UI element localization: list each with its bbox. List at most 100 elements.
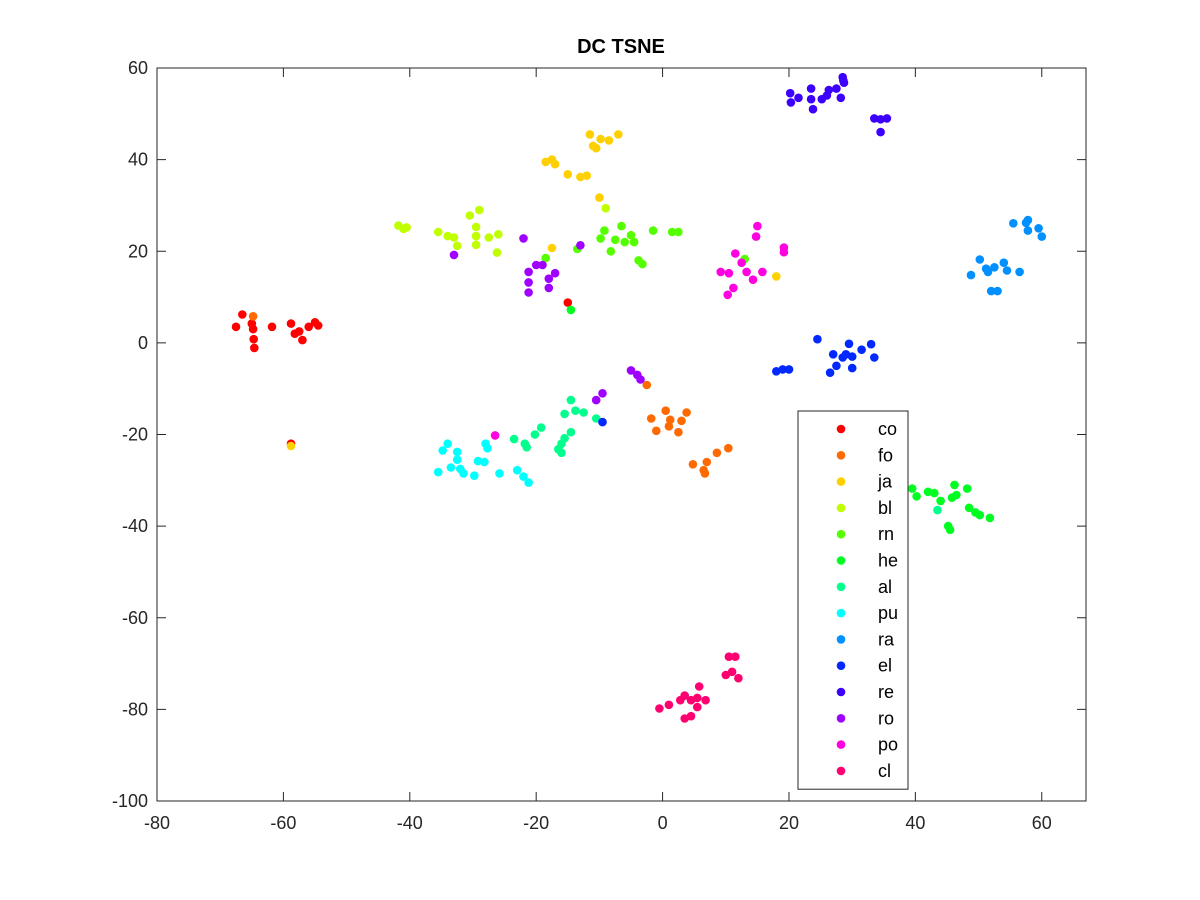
legend-label-bl: bl — [878, 498, 892, 518]
data-point-al-15 — [933, 505, 942, 515]
x-tick-label: 0 — [658, 813, 668, 833]
data-point-rn-1 — [596, 234, 605, 243]
data-point-co-15 — [563, 298, 573, 307]
x-tick-label: -80 — [144, 813, 170, 833]
data-point-ra-12 — [999, 258, 1009, 268]
data-point-el-5 — [828, 350, 838, 359]
data-point-po-0 — [716, 267, 725, 277]
data-point-cl-14 — [731, 652, 740, 661]
data-point-cl-13 — [727, 667, 737, 677]
legend-label-po: po — [878, 735, 898, 755]
data-point-ro-14 — [598, 389, 607, 398]
data-point-ja-0 — [286, 441, 296, 451]
data-point-ja-5 — [604, 136, 614, 145]
data-point-fo-6 — [665, 415, 675, 425]
data-point-rn-5 — [617, 221, 626, 231]
data-point-ro-8 — [576, 241, 585, 250]
data-point-ra-14 — [1015, 267, 1024, 277]
y-tick-label: -80 — [122, 699, 148, 719]
data-point-bl-9 — [471, 231, 481, 241]
data-point-ro-1 — [524, 278, 533, 287]
data-point-pu-10 — [480, 457, 489, 467]
x-tick-label: -60 — [270, 813, 296, 833]
chart-title: DC TSNE — [577, 36, 665, 58]
legend-label-co: co — [878, 419, 897, 439]
legend-label-ra: ra — [878, 629, 895, 649]
data-point-rn-3 — [606, 247, 616, 256]
data-point-re-16 — [882, 114, 892, 123]
data-point-po-6 — [742, 267, 751, 277]
data-point-ra-8 — [983, 267, 993, 277]
data-points — [231, 72, 1047, 723]
data-point-ra-13 — [1002, 266, 1012, 275]
data-point-pu-2 — [443, 439, 453, 449]
data-point-al-3 — [530, 430, 540, 439]
legend-marker-bl — [836, 503, 846, 513]
legend-label-rn: rn — [878, 524, 894, 544]
data-point-cl-15 — [734, 673, 743, 683]
data-point-fo-8 — [677, 416, 686, 426]
data-point-pu-8 — [470, 471, 479, 481]
legend-label-ja: ja — [877, 472, 893, 492]
data-point-rn-12 — [667, 227, 677, 237]
data-point-ro-13 — [636, 375, 645, 384]
data-point-po-13 — [490, 431, 500, 440]
data-point-al-9 — [566, 395, 576, 405]
data-point-pu-9 — [473, 456, 483, 466]
data-point-ro-0 — [524, 267, 533, 277]
data-point-al-7 — [560, 433, 569, 443]
data-point-cl-0 — [655, 704, 664, 713]
data-point-fo-15 — [724, 443, 733, 453]
data-point-ro-10 — [449, 250, 459, 260]
legend-marker-ra — [836, 635, 846, 644]
data-point-ja-14 — [547, 243, 557, 253]
data-point-ja-4 — [596, 134, 605, 144]
data-point-cl-1 — [664, 700, 674, 710]
data-point-fo-7 — [674, 427, 683, 437]
data-point-rn-8 — [629, 237, 639, 247]
data-point-al-0 — [509, 434, 519, 444]
data-point-fo-1 — [642, 380, 652, 390]
data-point-ra-15 — [966, 270, 976, 280]
data-point-re-10 — [836, 93, 846, 103]
data-point-po-2 — [724, 268, 734, 278]
data-point-re-13 — [839, 78, 849, 87]
data-point-co-9 — [294, 327, 304, 336]
data-point-bl-14 — [492, 248, 502, 257]
data-point-ra-9 — [990, 263, 999, 272]
data-point-bl-2 — [402, 223, 411, 232]
legend-marker-ro — [836, 714, 846, 723]
data-point-co-0 — [231, 322, 241, 332]
data-point-re-9 — [832, 84, 841, 93]
data-point-he-11 — [964, 503, 974, 513]
data-point-bl-15 — [601, 203, 610, 213]
y-tick-label: -60 — [122, 608, 148, 628]
data-point-rn-13 — [674, 227, 683, 237]
data-point-ro-7 — [550, 268, 560, 278]
data-point-ja-13 — [595, 193, 604, 202]
data-point-cl-8 — [693, 702, 702, 712]
data-point-bl-10 — [471, 240, 481, 250]
data-point-pu-13 — [495, 469, 504, 478]
data-point-fo-0 — [248, 312, 258, 321]
data-point-rn-2 — [600, 226, 609, 235]
data-point-fo-10 — [688, 460, 698, 469]
y-tick-label: 60 — [128, 58, 148, 78]
data-point-el-12 — [857, 345, 866, 355]
data-point-he-8 — [950, 480, 959, 490]
data-point-al-2 — [522, 443, 531, 452]
legend-marker-el — [836, 661, 846, 670]
data-point-ro-9 — [519, 234, 528, 243]
data-point-ro-3 — [531, 260, 541, 270]
legend-marker-pu — [836, 608, 846, 618]
data-point-cl-10 — [701, 695, 710, 705]
legend-label-al: al — [878, 577, 892, 597]
data-point-re-2 — [794, 93, 803, 103]
data-point-al-8 — [560, 409, 569, 419]
data-point-rn-4 — [610, 235, 620, 245]
x-tick-label: -20 — [523, 813, 549, 833]
data-point-he-14 — [985, 513, 995, 523]
data-point-ro-11 — [626, 366, 636, 375]
data-point-fo-4 — [652, 426, 661, 436]
